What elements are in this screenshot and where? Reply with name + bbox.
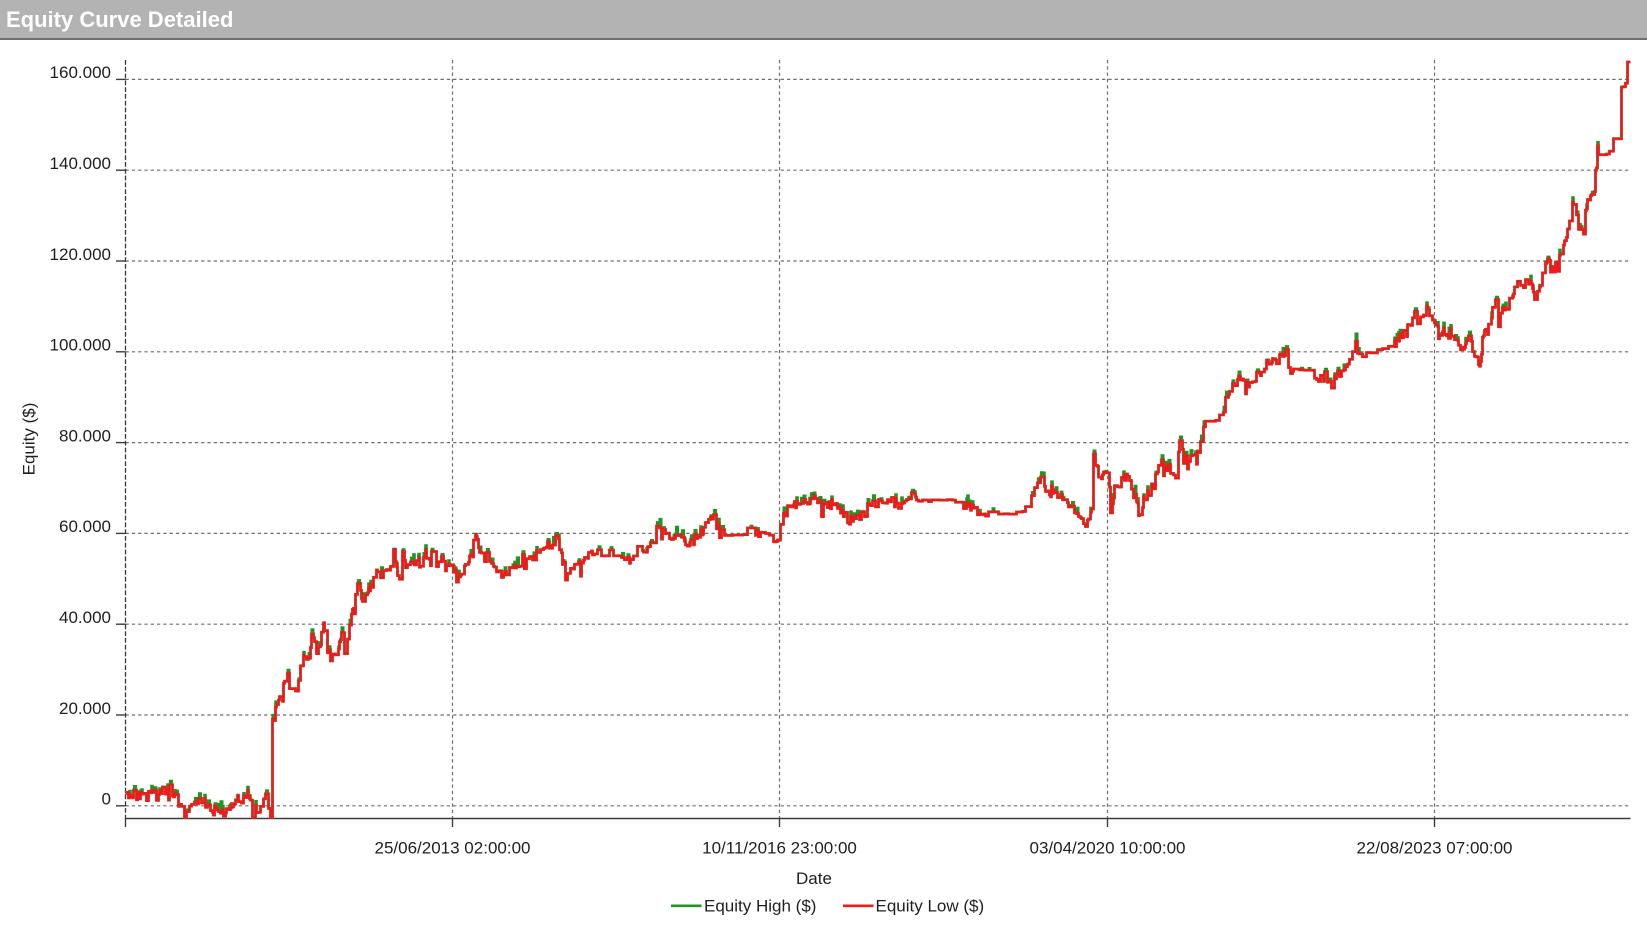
svg-text:20.000: 20.000 (59, 699, 111, 718)
svg-text:25/06/2013 02:00:00: 25/06/2013 02:00:00 (375, 839, 531, 858)
svg-text:0: 0 (102, 790, 111, 809)
svg-text:22/08/2023 07:00:00: 22/08/2023 07:00:00 (1357, 839, 1513, 858)
svg-text:10/11/2016 23:00:00: 10/11/2016 23:00:00 (702, 839, 857, 858)
svg-text:03/04/2020 10:00:00: 03/04/2020 10:00:00 (1030, 839, 1186, 858)
svg-text:40.000: 40.000 (59, 608, 111, 627)
svg-text:100.000: 100.000 (50, 336, 111, 355)
svg-text:140.000: 140.000 (50, 154, 111, 173)
svg-text:120.000: 120.000 (50, 245, 111, 264)
svg-text:Equity ($): Equity ($) (20, 403, 39, 476)
svg-text:Equity Low ($): Equity Low ($) (876, 897, 985, 916)
svg-text:80.000: 80.000 (59, 426, 111, 445)
svg-text:Date: Date (796, 869, 832, 888)
svg-text:60.000: 60.000 (59, 517, 111, 536)
svg-text:Equity Curve Detailed: Equity Curve Detailed (6, 7, 233, 32)
svg-text:160.000: 160.000 (50, 63, 111, 82)
svg-text:Equity High ($): Equity High ($) (704, 897, 816, 916)
